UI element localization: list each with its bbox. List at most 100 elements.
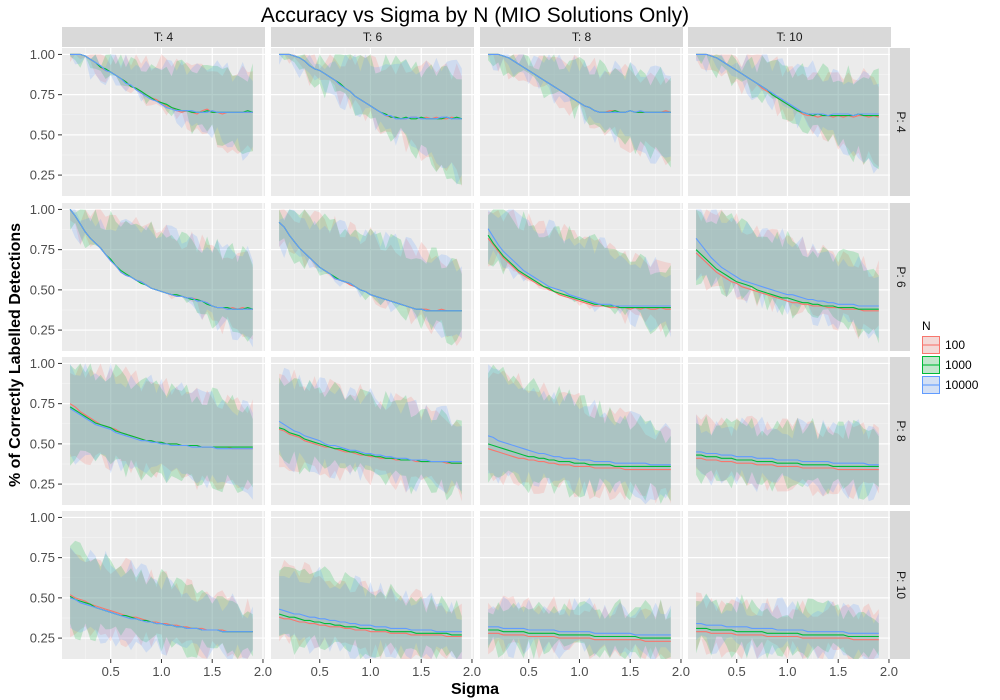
- x-tick-label: 1.0: [778, 664, 796, 679]
- panel-background: [62, 357, 265, 505]
- panel-background: [688, 48, 891, 196]
- panel: [688, 203, 891, 351]
- y-tick-label: 0.75: [30, 87, 55, 102]
- ribbon-n-1000: [696, 209, 879, 344]
- ribbon-n-1000: [488, 598, 671, 659]
- axes: 0.250.500.751.000.250.500.751.000.250.50…: [30, 47, 898, 679]
- panel: [480, 48, 683, 196]
- panel: [62, 357, 265, 505]
- panel-background: [271, 48, 474, 196]
- ribbon-n-1000: [279, 566, 462, 659]
- chart-title: Accuracy vs Sigma by N (MIO Solutions On…: [261, 4, 689, 27]
- legend-label-10000: 10000: [945, 378, 979, 392]
- line-n-1000: [488, 629, 671, 639]
- line-n-100: [488, 632, 671, 642]
- legend-title: N: [922, 319, 931, 333]
- panel-background: [688, 203, 891, 351]
- panel: [480, 511, 683, 659]
- panel: [480, 357, 683, 505]
- y-tick-label: 0.25: [30, 631, 55, 646]
- row-strip-label: P: 10: [894, 571, 908, 599]
- panel: [271, 511, 474, 659]
- line-n-1000: [69, 406, 253, 448]
- ribbon-n-10000: [696, 414, 879, 502]
- row-strip: [890, 511, 910, 659]
- y-tick-label: 0.75: [30, 242, 55, 257]
- legend-keys: 100 1000 10000: [922, 336, 979, 394]
- ribbon-n-10000: [488, 596, 671, 659]
- line-n-10000: [487, 228, 671, 307]
- y-tick-label: 0.50: [30, 590, 55, 605]
- y-tick-label: 0.25: [30, 477, 55, 492]
- row-strip-label: P: 4: [894, 111, 908, 133]
- ribbon-n-100: [279, 559, 462, 659]
- panel-background: [271, 357, 474, 505]
- x-tick-label: 2.0: [880, 664, 898, 679]
- ribbon-n-100: [488, 595, 671, 659]
- y-tick-label: 0.75: [30, 396, 55, 411]
- ribbon-n-1000: [696, 593, 879, 659]
- line-n-1000: [696, 627, 879, 638]
- panel: [62, 48, 265, 196]
- y-tick-label: 0.50: [30, 282, 55, 297]
- x-tick-label: 2.0: [672, 664, 690, 679]
- y-tick-label: 1.00: [30, 202, 55, 217]
- x-tick-label: 1.0: [152, 664, 170, 679]
- x-tick-label: 1.5: [621, 664, 639, 679]
- line-n-10000: [69, 209, 253, 310]
- column-strip-label: T: 10: [776, 30, 802, 44]
- ribbon-n-10000: [696, 595, 879, 659]
- panel-background: [688, 511, 891, 659]
- panel-background: [480, 203, 683, 351]
- panel-grid: [62, 48, 891, 659]
- line-n-1000: [695, 249, 879, 310]
- column-strip-label: T: 4: [154, 30, 174, 44]
- ribbon-n-100: [279, 209, 462, 346]
- ribbon-n-1000: [70, 54, 253, 155]
- column-strip: [271, 27, 474, 47]
- legend-label-1000: 1000: [945, 358, 972, 372]
- x-tick-label: 2.0: [254, 664, 272, 679]
- column-strip: [688, 27, 891, 47]
- column-strip: [480, 27, 683, 47]
- ribbon-n-10000: [279, 209, 462, 338]
- panel-background: [62, 48, 265, 196]
- ribbon-n-100: [696, 54, 879, 167]
- line-n-10000: [487, 435, 671, 466]
- ribbon-n-10000: [488, 209, 671, 338]
- panel-background: [271, 511, 474, 659]
- panel-background: [271, 203, 474, 351]
- panel-background: [62, 203, 265, 351]
- x-tick-label: 1.0: [570, 664, 588, 679]
- ribbon-n-10000: [70, 209, 253, 348]
- x-tick-label: 1.0: [361, 664, 379, 679]
- ribbon-n-100: [488, 54, 671, 166]
- line-n-10000: [69, 597, 253, 633]
- ribbon-n-1000: [279, 54, 462, 185]
- row-strip-label: P: 6: [894, 266, 908, 288]
- panel: [62, 511, 265, 659]
- column-strip-label: T: 8: [572, 30, 592, 44]
- line-n-10000: [696, 451, 879, 466]
- line-n-10000: [278, 221, 462, 312]
- x-tick-label: 1.5: [829, 664, 847, 679]
- x-tick-label: 0.5: [520, 664, 538, 679]
- legend-label-100: 100: [945, 338, 965, 352]
- x-tick-label: 1.5: [412, 664, 430, 679]
- ribbon-n-100: [70, 547, 253, 659]
- panel-background: [688, 357, 891, 505]
- ribbon-n-10000: [70, 363, 253, 500]
- ribbon-n-1000: [279, 209, 462, 346]
- panel: [62, 203, 265, 351]
- panel: [271, 48, 474, 196]
- ribbon-n-100: [488, 209, 671, 334]
- line-n-10000: [278, 420, 462, 463]
- y-tick-label: 1.00: [30, 47, 55, 62]
- line-n-100: [487, 238, 671, 310]
- ribbon-n-10000: [279, 566, 462, 659]
- y-tick-label: 0.50: [30, 436, 55, 451]
- y-tick-label: 0.25: [30, 323, 55, 338]
- line-n-100: [487, 448, 671, 471]
- line-n-10000: [695, 238, 879, 307]
